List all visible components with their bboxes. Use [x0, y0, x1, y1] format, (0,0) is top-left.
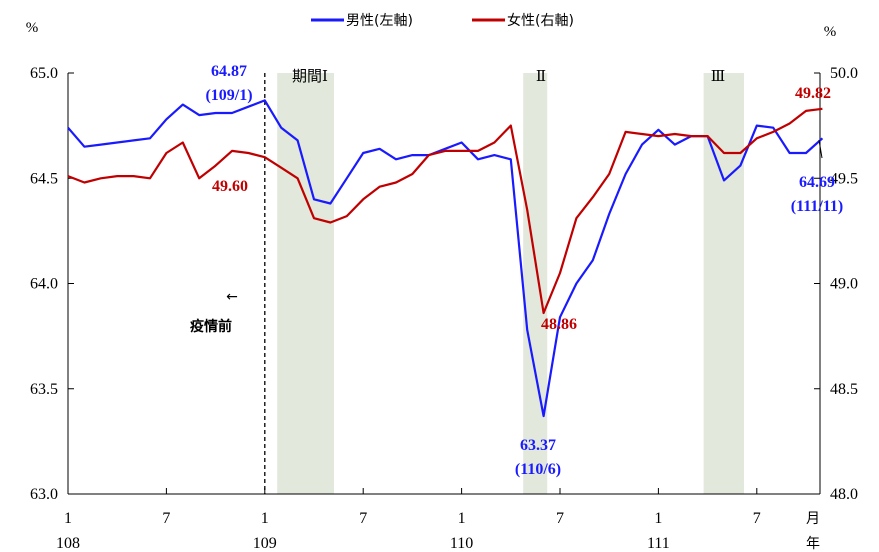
x-tick-year: 108 — [56, 535, 80, 552]
left-tick-label: 63.5 — [30, 381, 58, 398]
annotation-value: 49.60 — [212, 178, 248, 195]
annotation-value: 64.69 — [799, 174, 835, 191]
shaded-period-label-2: Ⅱ — [536, 67, 546, 85]
right-axis-unit: % — [824, 24, 837, 40]
shaded-period-2 — [523, 73, 548, 494]
shaded-period-1 — [277, 73, 334, 494]
x-tick-month: 7 — [753, 510, 761, 527]
left-tick-label: 63.0 — [30, 486, 58, 503]
right-axis-ticks: 48.0 48.5 49.0 49.5 50.0 — [814, 65, 858, 503]
legend: 男性(左軸) 女性(右軸) — [311, 12, 574, 29]
x-tick-year: 111 — [647, 535, 670, 552]
reference-label: 疫情前 — [190, 318, 232, 335]
left-tick-label: 64.5 — [30, 170, 58, 187]
right-tick-label: 50.0 — [830, 65, 858, 82]
x-tick-year: 109 — [253, 535, 277, 552]
x-year-unit: 年 — [806, 536, 820, 552]
x-month-unit: 月 — [806, 511, 820, 527]
legend-label: 男性(左軸) — [346, 13, 413, 29]
shaded-periods: 期間Ⅰ Ⅱ Ⅲ — [277, 67, 744, 494]
left-tick-label: 65.0 — [30, 65, 58, 82]
x-tick-month: 1 — [261, 510, 269, 527]
shaded-period-label-3: Ⅲ — [711, 67, 725, 85]
reference-arrow-icon: ← — [226, 289, 238, 305]
right-tick-label: 48.0 — [830, 486, 858, 503]
right-tick-label: 48.5 — [830, 381, 858, 398]
annotation-date: (111/11) — [791, 198, 843, 215]
x-tick-month: 1 — [458, 510, 466, 527]
left-tick-label: 64.0 — [30, 276, 58, 293]
left-axis-unit: % — [26, 20, 39, 36]
annotation-value: 63.37 — [520, 437, 556, 454]
annotation-date: (110/6) — [515, 461, 561, 478]
x-tick-month: 1 — [64, 510, 72, 527]
annotation-leader-line — [818, 139, 823, 159]
shaded-period-3 — [703, 73, 744, 494]
x-tick-year: 110 — [450, 535, 473, 552]
annotation-value: 48.86 — [541, 316, 577, 333]
x-tick-month: 1 — [654, 510, 662, 527]
shaded-period-label-1: 期間Ⅰ — [292, 67, 328, 85]
data-series — [67, 99, 824, 418]
x-tick-month: 7 — [359, 510, 367, 527]
series-line-female — [67, 107, 823, 315]
left-axis-ticks: 63.0 63.5 64.0 64.5 65.0 — [30, 65, 74, 503]
legend-label: 女性(右軸) — [507, 12, 574, 29]
annotation-value: 49.82 — [795, 85, 831, 102]
right-tick-label: 49.5 — [830, 170, 858, 187]
x-tick-month: 7 — [162, 510, 170, 527]
x-tick-month: 7 — [556, 510, 564, 527]
right-tick-label: 49.0 — [830, 276, 858, 293]
annotation-date: (109/1) — [205, 87, 252, 104]
annotations: 64.87 (109/1) 49.60 48.86 63.37 (110/6) 49.82 6… — [205, 63, 843, 478]
annotation-value: 64.87 — [211, 63, 247, 80]
